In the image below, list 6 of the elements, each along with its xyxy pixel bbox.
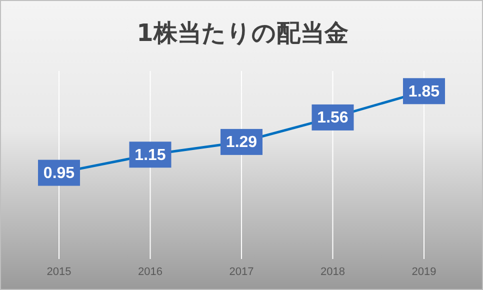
x-tick-label: 2015 (46, 266, 72, 278)
x-tick-label: 2016 (138, 266, 162, 278)
x-tick-label: 2019 (412, 266, 436, 278)
chart-title: 1株当たりの配当金 (136, 18, 350, 49)
x-tick-label: 2017 (229, 266, 254, 278)
x-tick-label: 2018 (320, 266, 345, 278)
